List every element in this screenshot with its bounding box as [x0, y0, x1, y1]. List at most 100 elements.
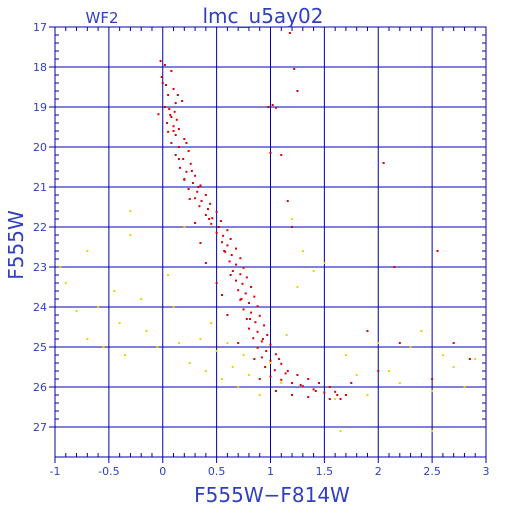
scatter-point — [102, 346, 105, 348]
scatter-point — [256, 305, 259, 308]
scatter-point — [230, 254, 233, 256]
x-tick-label: -0.5 — [98, 465, 119, 478]
scatter-point — [269, 375, 272, 378]
scatter-point — [265, 350, 268, 352]
scatter-point — [267, 106, 270, 108]
scatter-point — [169, 114, 172, 116]
scatter-point — [299, 384, 302, 386]
scatter-point — [174, 134, 177, 136]
scatter-point — [170, 70, 173, 72]
scatter-point — [231, 270, 234, 272]
scatter-point — [191, 182, 194, 184]
scatter-point — [235, 279, 238, 282]
scatter-point — [197, 186, 200, 188]
scatter-point — [436, 250, 439, 252]
scatter-point — [420, 330, 423, 332]
scatter-point — [339, 430, 342, 432]
scatter-point — [177, 128, 180, 130]
scatter-point — [188, 362, 191, 364]
scatter-point — [242, 266, 245, 269]
x-tick-label: 3 — [483, 465, 490, 478]
y-tick-label: 23 — [33, 261, 47, 274]
scatter-point — [323, 391, 326, 394]
plot-frame — [54, 26, 487, 458]
scatter-point — [245, 276, 248, 279]
scatter-point — [215, 210, 218, 213]
scatter-point — [256, 346, 259, 349]
scatter-point — [209, 202, 212, 205]
scatter-point — [263, 324, 266, 327]
scatter-point — [187, 188, 190, 190]
x-tick-label: 2.5 — [423, 465, 441, 478]
scatter-point — [156, 346, 159, 348]
scatter-point — [350, 382, 353, 384]
y-axis-label: F555W — [4, 210, 28, 280]
y-tick-label: 18 — [33, 61, 47, 74]
scatter-point — [377, 370, 380, 372]
scatter-point — [293, 68, 296, 70]
scatter-point — [288, 32, 291, 34]
scatter-point — [258, 314, 261, 317]
scatter-point — [242, 354, 245, 356]
scatter-point — [252, 337, 255, 340]
scatter-point — [301, 385, 304, 388]
scatter-point — [168, 108, 171, 110]
scatter-point — [75, 310, 78, 312]
scatter-point — [224, 250, 227, 253]
scatter-point — [355, 374, 358, 376]
scatter-point — [185, 170, 188, 173]
data-points — [59, 32, 477, 432]
x-tick-label: 1 — [267, 465, 274, 478]
scatter-point — [86, 250, 89, 252]
scatter-point — [291, 218, 294, 220]
scatter-point — [164, 84, 167, 86]
x-tick-label: -1 — [50, 465, 61, 478]
scatter-point — [468, 358, 471, 360]
scatter-point — [223, 250, 226, 252]
scatter-point — [366, 394, 369, 396]
scatter-point — [210, 222, 213, 225]
scatter-point — [256, 330, 259, 333]
scatter-point — [145, 330, 148, 332]
y-tick-label: 26 — [33, 381, 47, 394]
scatter-point — [264, 366, 267, 368]
scatter-point — [172, 88, 175, 90]
scatter-point — [215, 282, 218, 284]
scatter-point — [211, 217, 214, 220]
scatter-point — [249, 318, 252, 320]
scatter-point — [239, 257, 242, 260]
scatter-point — [217, 226, 220, 228]
scatter-point — [161, 82, 164, 84]
scatter-point — [463, 386, 466, 388]
scatter-point — [266, 334, 269, 336]
scatter-point — [247, 327, 250, 330]
scatter-point — [334, 398, 337, 400]
scatter-point — [286, 200, 289, 202]
scatter-point — [271, 104, 274, 106]
scatter-point — [177, 158, 180, 160]
scatter-point — [366, 330, 369, 332]
scatter-point — [64, 282, 67, 284]
scatter-point — [344, 394, 347, 396]
y-tick-label: 20 — [33, 141, 47, 154]
scatter-point — [237, 386, 240, 388]
x-tick-label: 1.5 — [316, 465, 334, 478]
scatter-point — [174, 102, 177, 104]
scatter-point — [328, 386, 331, 388]
scatter-point — [226, 342, 229, 344]
scatter-point — [260, 340, 263, 343]
scatter-point — [178, 166, 181, 169]
scatter-point — [170, 142, 173, 144]
scatter-point — [140, 298, 143, 300]
scatter-point — [235, 247, 238, 250]
scatter-point — [269, 343, 272, 346]
scatter-point — [339, 398, 342, 400]
scatter-point — [274, 390, 277, 392]
scatter-point — [253, 358, 256, 360]
scatter-point — [190, 170, 193, 172]
scatter-point — [280, 382, 283, 384]
scatter-point — [409, 346, 412, 348]
scatter-point — [245, 318, 248, 320]
